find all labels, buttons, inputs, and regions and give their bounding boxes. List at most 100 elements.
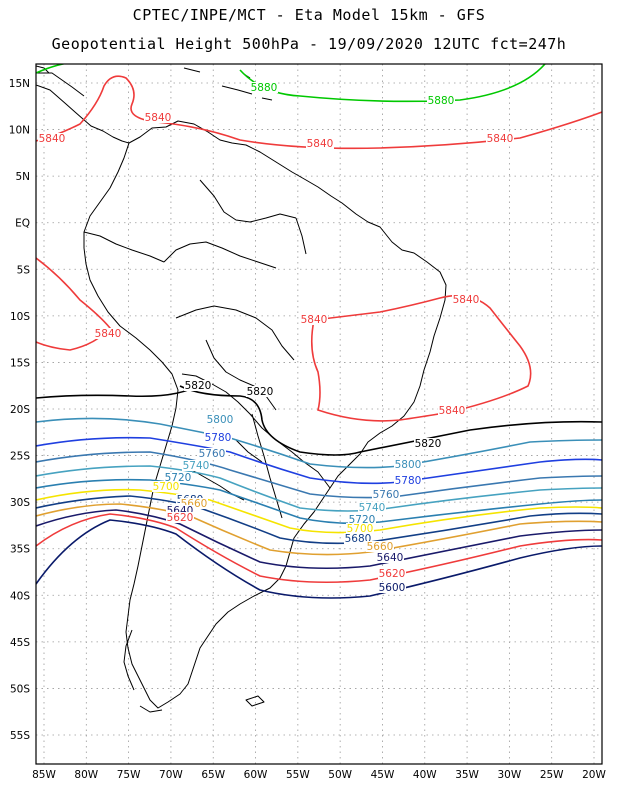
- lat-tick-label: 20S: [10, 404, 30, 416]
- contour-label-5640: 5640: [377, 552, 404, 564]
- lon-tick-label: 70W: [159, 769, 183, 781]
- contour-label-bg: [204, 432, 232, 443]
- contour-label-5880: 5880: [428, 95, 455, 107]
- contour-label-bg: [427, 95, 455, 106]
- lat-tick-label: 25S: [10, 451, 30, 463]
- contour-label-bg: [346, 523, 374, 534]
- contour-label-5760: 5760: [373, 489, 400, 501]
- contour-label-bg: [372, 489, 400, 500]
- contour-5840: [310, 294, 532, 422]
- contour-label-bg: [394, 475, 422, 486]
- contour-label-5760: 5760: [199, 448, 226, 460]
- contour-5720: [36, 478, 602, 525]
- lat-tick-label: 10N: [9, 125, 30, 137]
- contour-label-bg: [344, 533, 372, 544]
- contour-label-bg: [250, 82, 278, 93]
- contour-labels: 5880 5880 5840 5840 5840 5840 5840 5840 5840 5840…: [38, 82, 514, 594]
- graticule-grid: [36, 64, 602, 764]
- contour-5620: [36, 513, 602, 584]
- longitude-tick-labels: 85W 80W 75W 70W 65W 60W 55W 50W 45W 40W 35W 30W 25W 2…: [32, 769, 606, 781]
- contour-label-bg: [300, 314, 328, 325]
- contour-label-bg: [164, 472, 192, 483]
- contour-5600: [36, 519, 602, 599]
- contour-label-5780: 5780: [205, 432, 232, 444]
- chart-title-line-1: CPTEC/INPE/MCT - Eta Model 15km - GFS: [132, 6, 486, 24]
- lat-tick-label: 30S: [10, 497, 30, 509]
- falklands-islands: [245, 695, 265, 707]
- lat-tick-label: EQ: [15, 218, 30, 230]
- lon-tick-label: 35W: [455, 769, 479, 781]
- contour-label-5840: 5840: [95, 328, 122, 340]
- contour-label-5800: 5800: [207, 414, 234, 426]
- contour-label-5840: 5840: [301, 314, 328, 326]
- contour-label-5840: 5840: [307, 138, 334, 150]
- lon-tick-label: 45W: [371, 769, 395, 781]
- contour-label-bg: [348, 514, 376, 525]
- contour-label-bg: [394, 459, 422, 470]
- contour-5880: [36, 64, 546, 103]
- contour-label-bg: [366, 541, 394, 552]
- contour-label-bg: [358, 502, 386, 513]
- lon-tick-label: 25W: [540, 769, 564, 781]
- lon-tick-label: 65W: [201, 769, 225, 781]
- central-america-coast: [36, 84, 130, 144]
- contour-label-bg: [378, 568, 406, 579]
- lon-tick-label: 40W: [413, 769, 437, 781]
- chart-title-line-2: Geopotential Height 500hPa - 19/09/2020 …: [51, 35, 567, 53]
- contour-label-bg: [94, 328, 122, 339]
- contour-label-bg: [182, 460, 210, 471]
- contour-label-5700: 5700: [153, 481, 180, 493]
- contour-label-bg: [414, 438, 442, 449]
- lat-tick-label: 35S: [10, 544, 30, 556]
- contour-5640: [36, 509, 602, 570]
- lon-tick-label: 30W: [498, 769, 522, 781]
- contour-label-5680: 5680: [345, 533, 372, 545]
- contour-label-bg: [378, 582, 406, 593]
- lat-tick-label: 45S: [10, 637, 30, 649]
- contour-label-bg: [166, 512, 194, 523]
- contour-label-bg: [38, 133, 66, 144]
- contour-label-5800: 5800: [395, 459, 422, 471]
- contour-label-5840: 5840: [145, 112, 172, 124]
- contour-5780: [36, 436, 602, 485]
- contour-label-5820: 5820: [247, 386, 274, 398]
- contour-label-5840: 5840: [39, 133, 66, 145]
- contour-label-5820: 5820: [185, 380, 212, 392]
- latitude-tick-labels: 15N 10N 5N EQ 5S 10S 15S 20S 25S 30S 35S 40S 45S 50S 5…: [9, 78, 31, 742]
- contour-label-bg: [246, 386, 274, 397]
- contour-label-5840: 5840: [439, 405, 466, 417]
- lon-tick-label: 85W: [32, 769, 56, 781]
- contour-label-bg: [166, 505, 194, 516]
- contour-label-bg: [198, 448, 226, 459]
- contour-label-bg: [184, 380, 212, 391]
- lat-tick-label: 10S: [10, 311, 30, 323]
- contour-5680: [36, 495, 602, 545]
- contour-5740: [36, 465, 602, 512]
- contour-label-5700: 5700: [347, 523, 374, 535]
- contour-label-5840: 5840: [487, 133, 514, 145]
- contour-label-5840: 5840: [453, 294, 480, 306]
- lon-tick-label: 20W: [582, 769, 606, 781]
- contour-label-5820: 5820: [415, 438, 442, 450]
- contour-label-bg: [152, 481, 180, 492]
- caribbean-islands: [183, 67, 273, 101]
- contour-5800: [36, 417, 602, 469]
- yucatan-coast: [36, 65, 50, 74]
- lat-tick-label: 5N: [15, 171, 30, 183]
- contour-label-bg: [486, 133, 514, 144]
- contour-5760: [36, 451, 602, 499]
- lon-tick-label: 55W: [286, 769, 310, 781]
- lon-tick-label: 80W: [74, 769, 98, 781]
- contour-label-5740: 5740: [359, 502, 386, 514]
- contour-label-5880: 5880: [251, 82, 278, 94]
- contour-label-bg: [376, 552, 404, 563]
- contour-label-5620: 5620: [379, 568, 406, 580]
- lon-tick-label: 75W: [117, 769, 141, 781]
- lat-tick-label: 15N: [9, 78, 30, 90]
- contour-label-bg: [144, 112, 172, 123]
- contour-label-5740: 5740: [183, 460, 210, 472]
- contour-label-5600: 5600: [379, 582, 406, 594]
- lat-tick-label: 55S: [10, 730, 30, 742]
- coastline-outlines: [36, 65, 447, 713]
